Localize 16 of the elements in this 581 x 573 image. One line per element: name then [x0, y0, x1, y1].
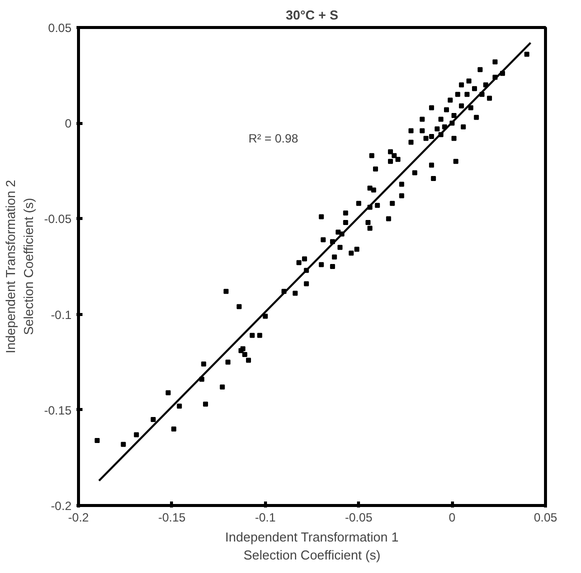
x-tick-label: 0: [448, 510, 456, 524]
x-tick-label: -0.2: [68, 510, 90, 524]
x-tick-label: -0.1: [254, 510, 276, 524]
y-tick-label: -0.1: [50, 308, 72, 322]
annotation: R² = 0.98: [248, 132, 299, 146]
y-tick-label: 0.05: [48, 21, 72, 35]
y-axis-title: Independent Transformation 2 Selection Coefficient (s): [3, 180, 36, 354]
y-tick-label: -0.05: [44, 212, 72, 226]
x-tick-label: 0.05: [534, 510, 558, 524]
y-tick-label: -0.15: [44, 403, 72, 418]
y-tick-label: 0: [64, 116, 72, 131]
y-tick-label: -0.2: [50, 499, 72, 513]
x-tick-label: -0.05: [345, 510, 373, 524]
chart-title: 30°C + S: [286, 8, 339, 22]
x-tick-label: -0.15: [158, 510, 186, 524]
x-axis-title: Independent Transformation 1 Selection Coefficient (s): [225, 530, 399, 562]
